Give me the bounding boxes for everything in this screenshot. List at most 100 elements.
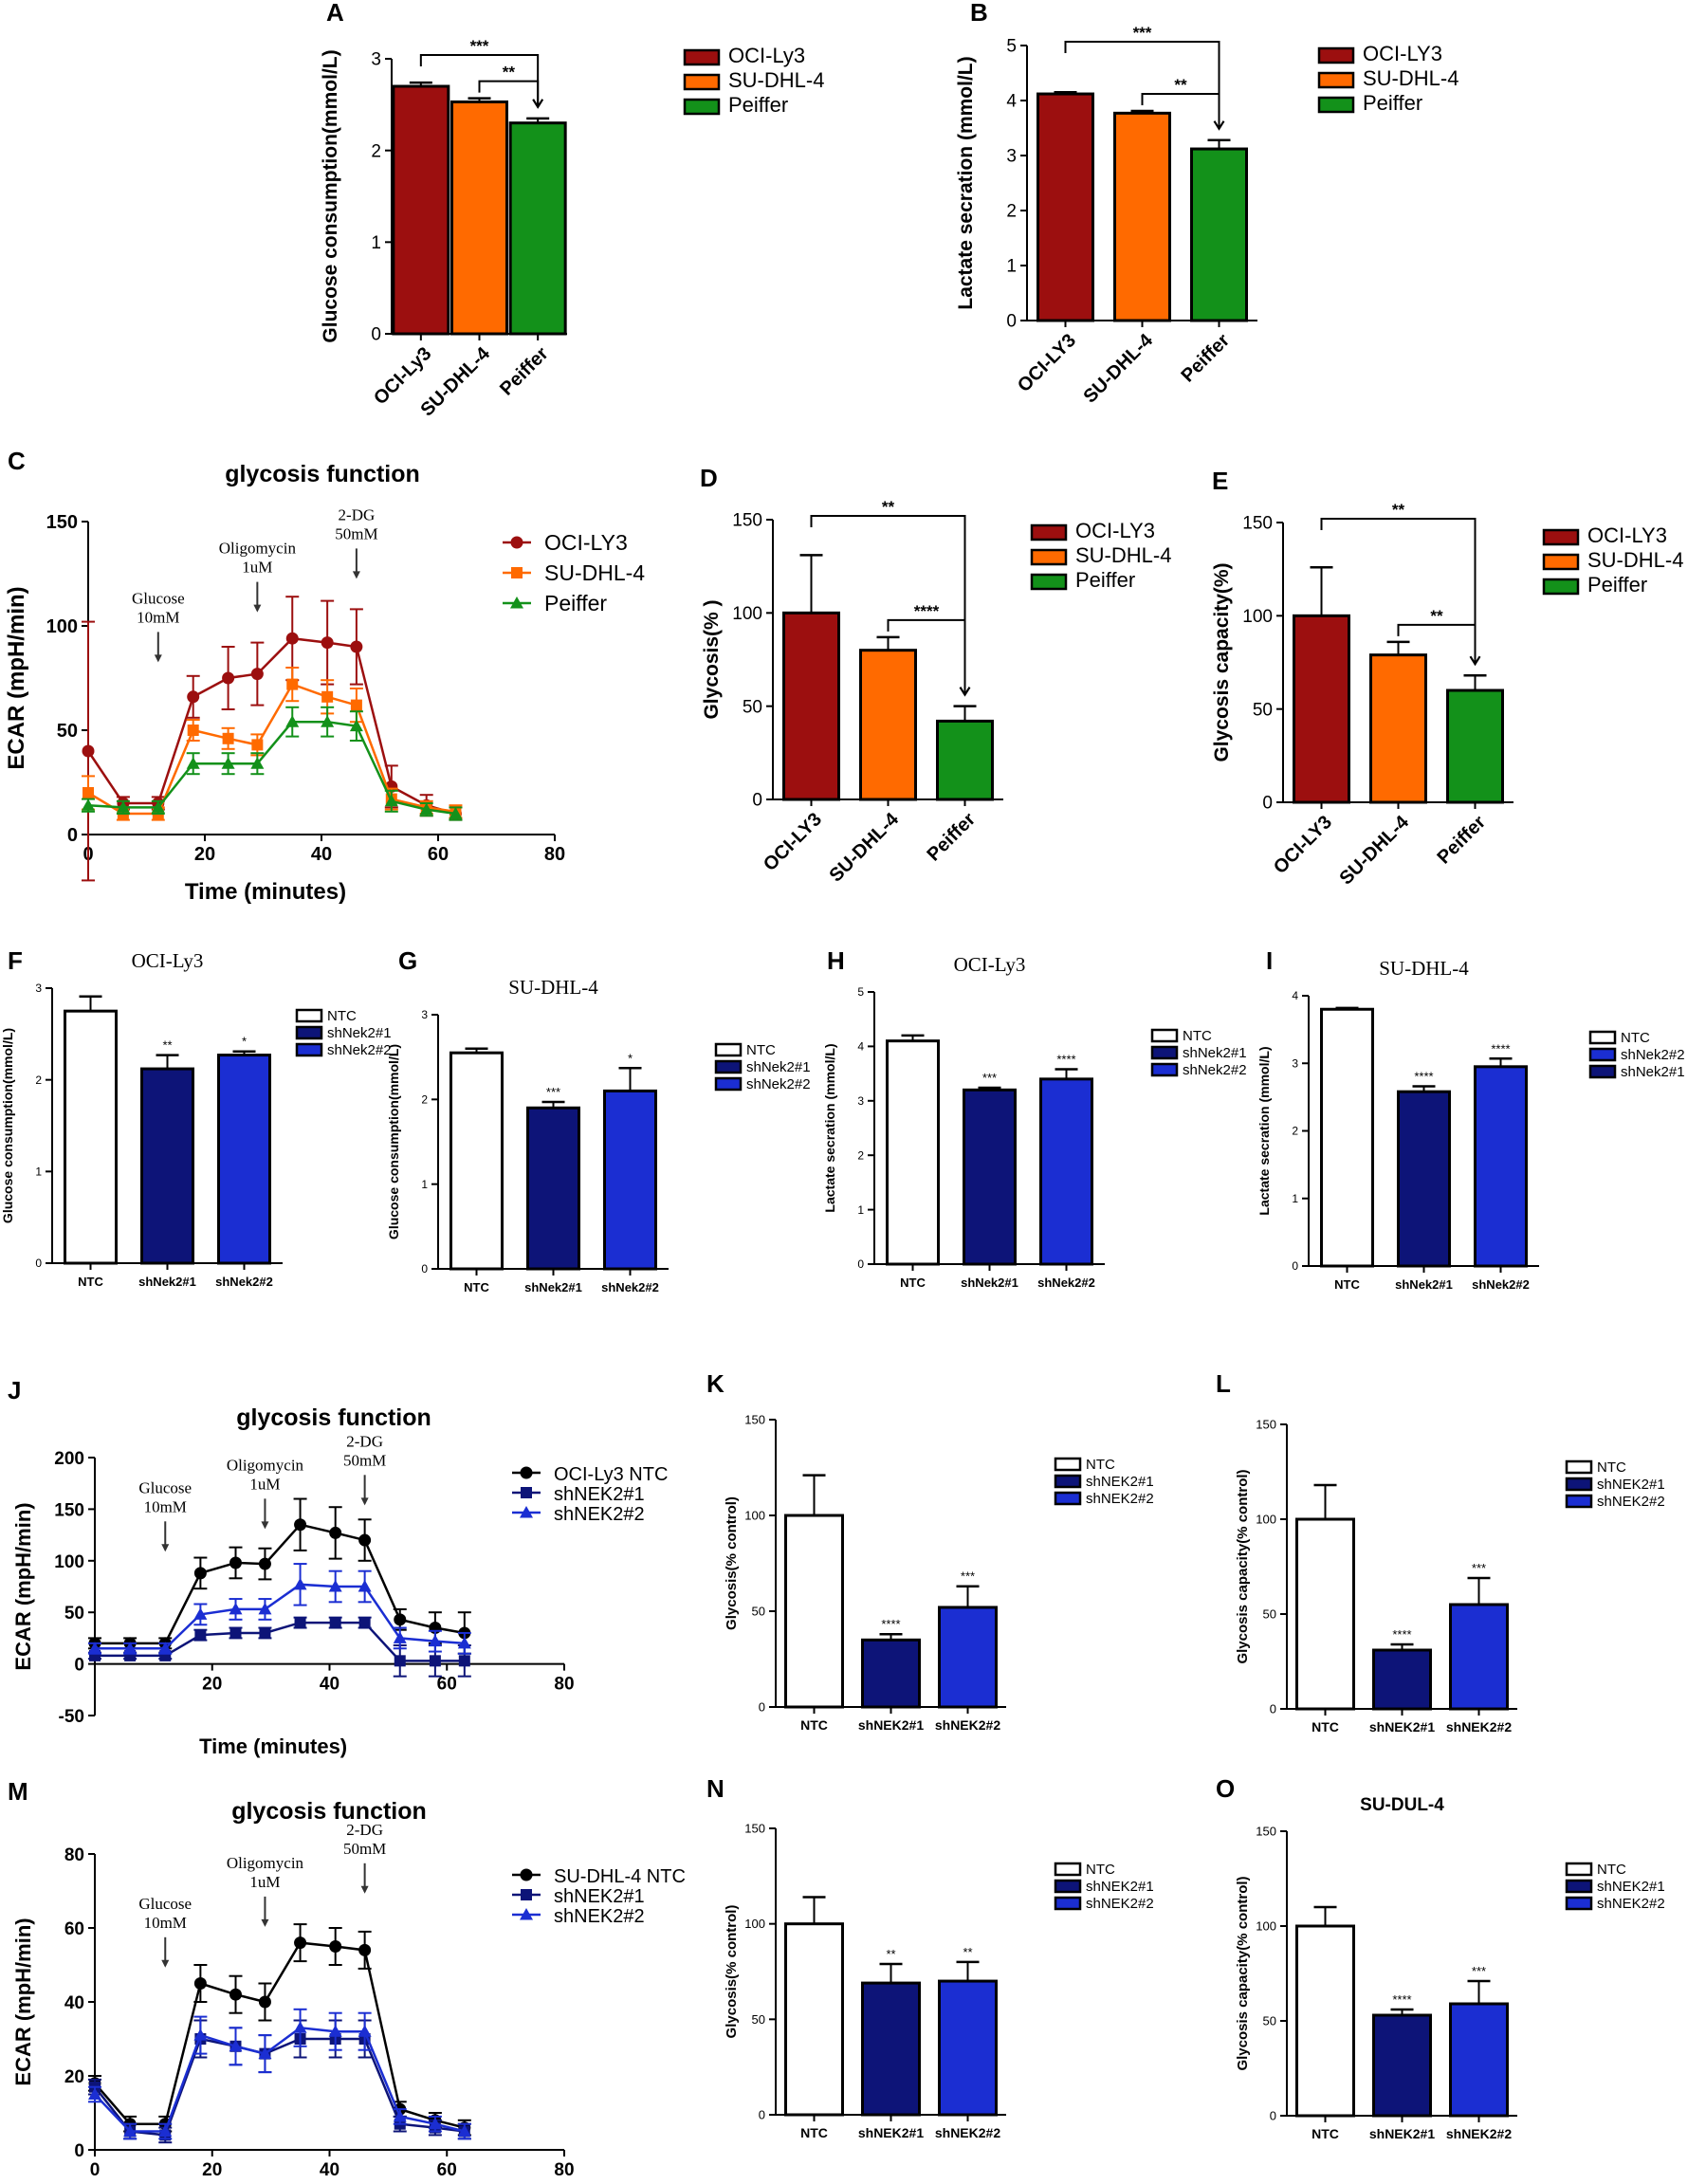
series-line (94, 2027, 466, 2133)
series-2 (88, 1616, 471, 1678)
bar-3 (1449, 1603, 1509, 1711)
legend-swatch (1030, 548, 1068, 566)
legend-label: shNEK2#2 (554, 1906, 645, 1927)
bar-3 (1446, 688, 1504, 804)
annotation-text: 10mM (144, 1914, 187, 1932)
data-point (393, 2109, 407, 2122)
data-point (88, 1642, 101, 1654)
y-tick-label: 0 (421, 1262, 428, 1276)
data-point (229, 1602, 243, 1615)
annotation-text: 2-DG (346, 1821, 383, 1839)
legend-swatch (1565, 1459, 1593, 1475)
y-tick-label: 0 (759, 1700, 765, 1715)
y-tick-label: 100 (744, 1509, 765, 1523)
significance-bracket (1320, 518, 1477, 665)
y-axis-label: Glycosis(% control) (724, 1905, 740, 2039)
y-axis-label: ECAR (mpH/min) (4, 586, 29, 769)
significance-label: ** (1392, 501, 1405, 519)
annotation-text: Glucose (138, 1895, 192, 1913)
annotation-text: 2-DG (346, 1432, 383, 1450)
y-tick-label: 0 (1270, 2109, 1276, 2123)
legend-swatch (1150, 1045, 1179, 1060)
bar-3 (603, 1089, 657, 1271)
bar-3 (1039, 1077, 1093, 1266)
x-tick-label: shNEK2#2 (935, 1717, 1000, 1733)
panel-title: SU-DUL-4 (1360, 1795, 1444, 1815)
bar-2 (861, 1981, 921, 2117)
significance-bracket (478, 80, 540, 107)
bracket-arrow (1469, 655, 1481, 667)
y-tick-label: 0 (857, 1257, 864, 1271)
data-point (285, 715, 300, 727)
y-tick-label: 1 (35, 1165, 42, 1179)
x-tick-label: SU-DHL-4 (825, 808, 903, 886)
legend-swatch (1317, 96, 1355, 114)
legend-swatch (1054, 1491, 1082, 1506)
y-tick-label: 50 (752, 2012, 765, 2027)
y-tick-label: 3 (1006, 147, 1017, 167)
legend-swatch (714, 1059, 743, 1074)
series-line (95, 1583, 465, 1650)
x-axis-label: Time (minutes) (199, 1734, 347, 1758)
series-line (95, 1621, 465, 1662)
data-point (457, 1636, 471, 1649)
data-point (510, 536, 523, 549)
data-point (158, 1642, 173, 1654)
y-axis-label: ECAR (mpH/min) (11, 1918, 35, 2085)
annotation-arrowhead (253, 604, 262, 613)
legend-label: OCI-Ly3 NTC (554, 1464, 668, 1485)
panel-letter: C (8, 447, 26, 475)
panel-H: H OCI-Ly3 0 1 2 3 4 5 Lactate secration (mmol/L)… (822, 946, 1247, 1290)
y-tick-label: 150 (1256, 1825, 1276, 1839)
legend-label: shNek2#2 (327, 1042, 392, 1058)
legend-label: shNEK2#2 (1597, 1896, 1665, 1912)
legend-label: shNek2#1 (1621, 1064, 1685, 1080)
x-tick-label: shNek2#1 (138, 1275, 196, 1289)
x-tick-label: shNEK2#1 (858, 1717, 924, 1733)
y-tick-label: 1 (421, 1178, 428, 1191)
data-point (258, 1995, 271, 2009)
panel-letter: J (8, 1376, 21, 1404)
data-point (194, 1629, 207, 1642)
legend-swatch (1054, 1879, 1082, 1894)
legend-label: SU-DHL-4 (544, 560, 645, 585)
y-tick-label: 150 (54, 1500, 84, 1520)
y-axis-label: Glycosis capacity(% control) (1235, 1469, 1251, 1663)
significance-label: ** (1430, 607, 1443, 625)
data-point (193, 1607, 208, 1620)
series-line (87, 720, 456, 816)
panel-letter: G (398, 946, 417, 975)
y-tick-label: 2 (371, 141, 381, 161)
y-tick-label: 100 (54, 1552, 84, 1572)
significance-star: ** (963, 1945, 972, 1959)
legend-label: shNek2#2 (1621, 1047, 1685, 1063)
y-tick-label: 1 (1006, 257, 1017, 277)
legend-label: SU-DHL-4 (1075, 543, 1171, 567)
annotation-arrowhead (161, 1544, 170, 1552)
x-axis-label: Time (minutes) (185, 879, 346, 905)
legend-swatch (1030, 523, 1068, 541)
significance-star: * (242, 1035, 247, 1049)
y-tick-label: 2 (35, 1074, 42, 1087)
y-tick-label: 0 (67, 825, 78, 846)
legend-label: OCI-Ly3 (728, 44, 805, 67)
data-point (449, 807, 463, 819)
x-tick-label: OCI-LY3 (1014, 330, 1080, 396)
data-point (511, 567, 523, 578)
x-tick-label: NTC (464, 1280, 489, 1294)
x-tick-label: 60 (428, 844, 449, 865)
panel-title: OCI-Ly3 (954, 953, 1026, 976)
data-point (521, 1889, 532, 1900)
panel-O: O SU-DUL-4 0 50 100 150 Glycosis capacity(% co… (1216, 1774, 1665, 2141)
x-tick-label: 80 (554, 2160, 574, 2180)
x-tick-label: NTC (800, 1717, 828, 1733)
panel-letter: N (706, 1774, 725, 1803)
x-tick-label: NTC (1334, 1277, 1360, 1292)
bar-2 (1113, 111, 1171, 322)
bar-1 (392, 84, 450, 336)
x-tick-label: OCI-LY3 (1270, 812, 1336, 878)
annotation-text: Oligomycin (219, 540, 297, 558)
